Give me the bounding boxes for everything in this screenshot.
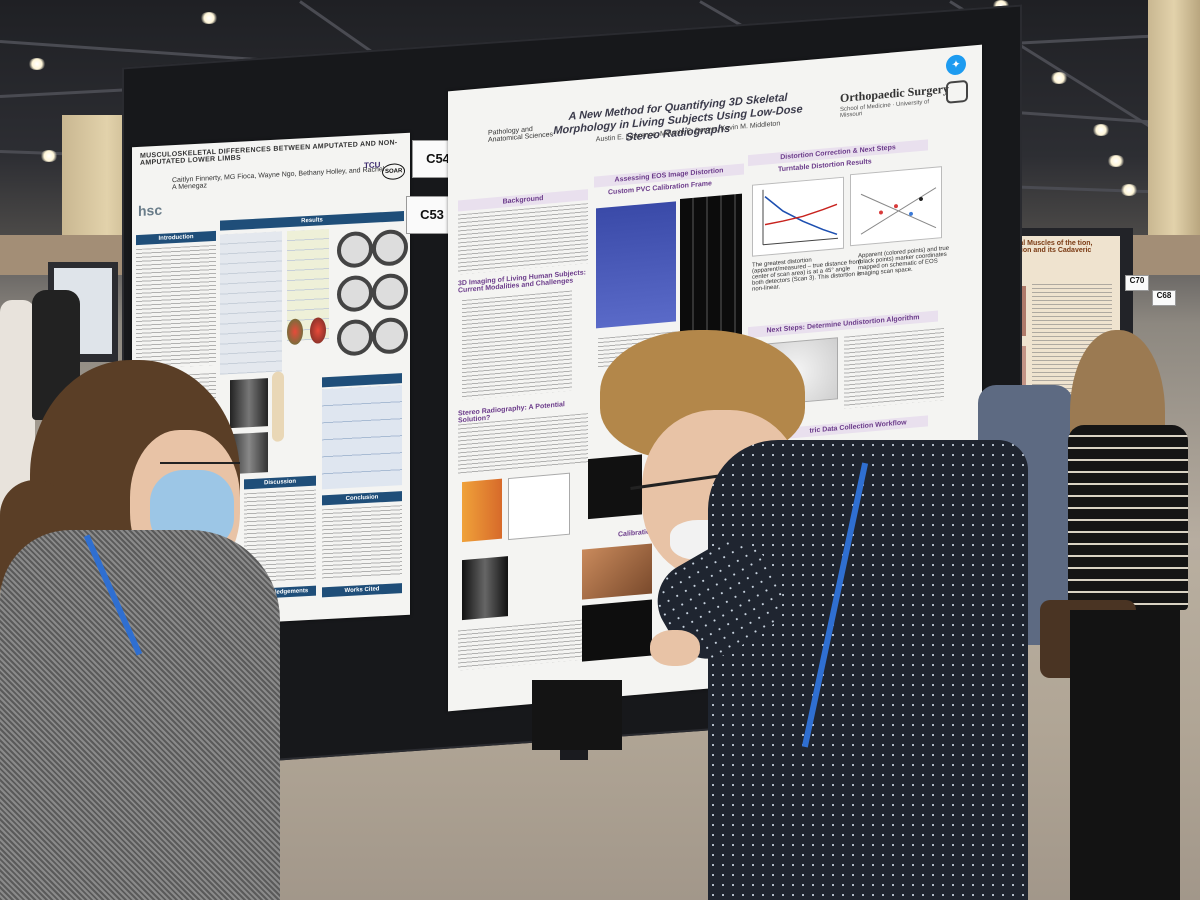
bone-cross-section-image bbox=[337, 274, 373, 313]
distortion-plot-lines bbox=[762, 189, 838, 246]
results-table bbox=[220, 231, 282, 375]
imaging-text bbox=[462, 290, 572, 401]
far-poster-board bbox=[48, 262, 118, 362]
section-works-cited: Works Cited bbox=[322, 583, 402, 598]
soar-logo: SOAR bbox=[382, 162, 406, 181]
poster-left-authors: Caitlyn Finnerty, MG Fioca, Wayne Ngo, B… bbox=[172, 166, 385, 192]
stereo-results-text bbox=[458, 619, 588, 671]
ceiling-light bbox=[200, 12, 218, 24]
trousers bbox=[1070, 610, 1180, 900]
section-introduction: Introduction bbox=[136, 230, 216, 246]
ceiling-light bbox=[40, 150, 58, 162]
hand bbox=[650, 630, 700, 666]
person-foreground-woman bbox=[0, 360, 290, 900]
person-student-presenter bbox=[600, 330, 1028, 900]
greatest-distortion-caption: The greatest distortion (apparent/measur… bbox=[752, 257, 861, 293]
tweed-jacket bbox=[0, 530, 280, 900]
heatmap-image bbox=[310, 317, 326, 344]
person-legs-behind-board bbox=[532, 680, 622, 750]
stereo-diagram bbox=[508, 472, 570, 541]
stereo-text bbox=[458, 413, 588, 475]
radiograph-image bbox=[462, 556, 508, 621]
glasses bbox=[160, 462, 240, 464]
section-conclusion: Conclusion bbox=[322, 491, 402, 506]
tcu-logo: TCU bbox=[364, 160, 381, 171]
booth-tag: C68 bbox=[1152, 290, 1176, 306]
distortion-plot bbox=[752, 176, 844, 257]
calibration-frame-photo bbox=[596, 201, 676, 329]
bone-cross-section-image bbox=[337, 318, 373, 357]
introduction-text bbox=[136, 244, 216, 370]
pillar bbox=[1148, 0, 1200, 240]
scan-schematic-points bbox=[860, 187, 937, 235]
person-right-woman bbox=[1040, 330, 1200, 900]
conclusion-text bbox=[322, 505, 402, 580]
heatmap-image bbox=[287, 318, 303, 346]
scan-schematic bbox=[850, 166, 942, 247]
bone-cross-section-image bbox=[337, 230, 373, 269]
poster-right: Pathology and Anatomical Sciences A New … bbox=[448, 44, 982, 712]
hsc-logo: hsc bbox=[138, 201, 163, 219]
ceiling-light bbox=[1092, 124, 1110, 136]
significant-results-table bbox=[322, 385, 402, 490]
booth-tag: C70 bbox=[1125, 275, 1149, 291]
striped-top bbox=[1068, 425, 1188, 610]
ceiling-light bbox=[1120, 184, 1138, 196]
calibration-frame-xray bbox=[680, 193, 742, 350]
bone-cross-section-image bbox=[372, 316, 408, 355]
background-text bbox=[458, 203, 588, 275]
ceiling-light bbox=[1050, 72, 1068, 84]
ceiling-light bbox=[1107, 155, 1125, 167]
section-results: Results bbox=[220, 211, 404, 231]
twitter-icon: ✦ bbox=[946, 54, 966, 76]
ceiling-light bbox=[28, 58, 46, 70]
bone-cross-section-image bbox=[372, 272, 408, 311]
camera-icon bbox=[946, 79, 968, 104]
eos-scanner-image bbox=[462, 478, 502, 543]
apparent-caption: Apparent (colored points) and true (blac… bbox=[858, 245, 950, 278]
dotted-shirt bbox=[708, 440, 1028, 900]
bone-cross-section-image bbox=[372, 228, 408, 267]
